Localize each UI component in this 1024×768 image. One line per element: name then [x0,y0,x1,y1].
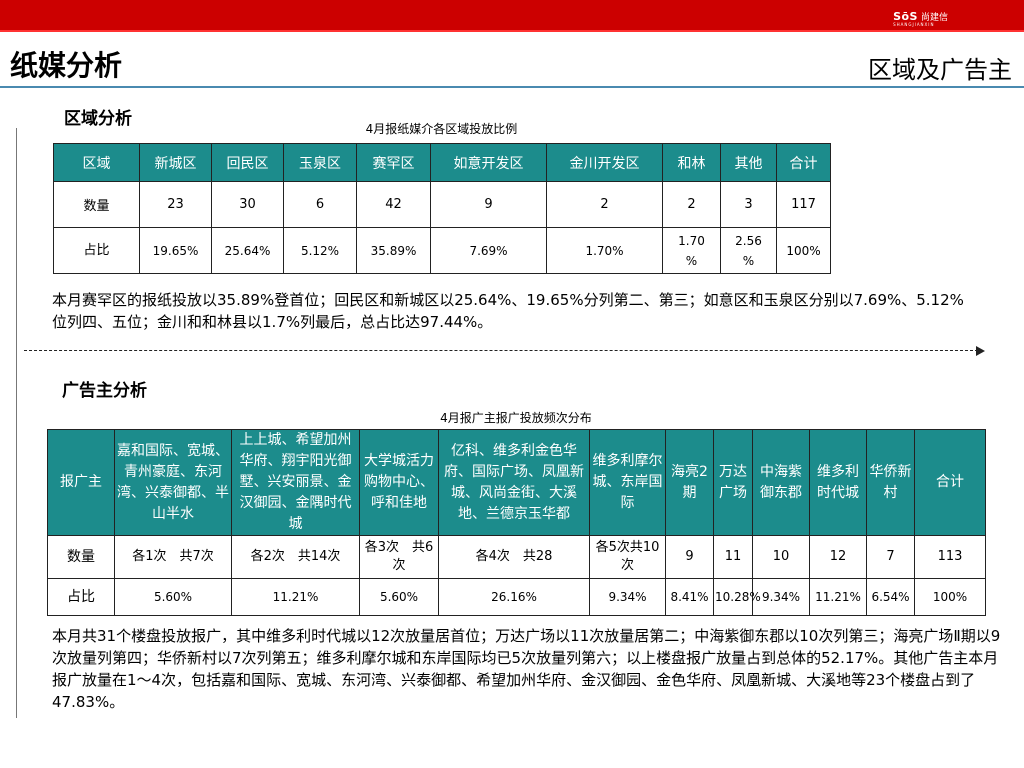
header-cell: 赛罕区 [356,143,431,182]
table-cell: 7 [866,535,915,579]
table-cell: 25.64% [211,227,284,274]
table-cell: 2.56 % [720,227,777,274]
table-cell: 9.34% [752,578,810,616]
region-heading: 区域分析 [64,109,132,129]
company-logo: SōS 尚建信 SHANGJIANXIN [893,8,948,28]
header-cell: 万达广场 [713,429,753,536]
table-cell: 数量 [53,181,140,228]
page-title: 纸媒分析 [10,49,123,82]
logo-subtext: SHANGJIANXIN [893,22,935,27]
region-table: 区域 新城区 回民区 玉泉区 赛罕区 如意开发区 金川开发区 和林 其他 合计 … [53,143,831,274]
header-cell: 合计 [776,143,831,182]
section-label: 区域及广告主 [868,56,1012,84]
table-cell: 各2次 共14次 [231,535,360,579]
table-cell: 各1次 共7次 [114,535,232,579]
table-cell: 9 [665,535,714,579]
header-cell: 其他 [720,143,777,182]
left-rule [16,128,17,718]
header-cell: 回民区 [211,143,284,182]
region-summary: 本月赛罕区的报纸投放以35.89%登首位；回民区和新城区以25.64%、19.6… [52,291,964,331]
table-cell: 占比 [47,578,115,616]
header-cell: 如意开发区 [430,143,547,182]
header-cell: 嘉和国际、宽城、青州豪庭、东河湾、兴泰御都、半山半水 [114,429,232,536]
header-cell: 中海紫御东郡 [752,429,810,536]
table-cell: 1.70 % [662,227,721,274]
header-cell: 维多利摩尔城、东岸国际 [589,429,666,536]
table-cell: 占比 [53,227,140,274]
table-cell: 7.69% [430,227,547,274]
advertiser-summary: 本月共31个楼盘投放报广，其中维多利时代城以12次放量居首位；万达广场以11次放… [52,627,1001,711]
table-cell: 5.12% [283,227,357,274]
table-cell: 2 [546,181,663,228]
table-cell: 1.70% [546,227,663,274]
header-cell: 合计 [914,429,986,536]
table-cell: 100% [776,227,831,274]
header-cell: 海亮2期 [665,429,714,536]
table-cell: 8.41% [665,578,714,616]
table-cell: 30 [211,181,284,228]
header-cell: 大学城活力购物中心、呼和佳地 [359,429,439,536]
table-cell: 117 [776,181,831,228]
header-cell: 新城区 [139,143,212,182]
table-cell: 10 [752,535,810,579]
table-cell: 100% [914,578,986,616]
table-cell: 9.34% [589,578,666,616]
table-row: 数量 23 30 6 42 9 2 2 3 117 [53,181,831,228]
header-cell: 金川开发区 [546,143,663,182]
table-cell: 42 [356,181,431,228]
table-cell: 各4次 共28 [438,535,590,579]
table-cell: 各5次共10次 [589,535,666,579]
header-cell: 报广主 [47,429,115,536]
table-cell: 数量 [47,535,115,579]
region-caption: 4月报纸媒介各区域投放比例 [365,122,518,136]
table-cell: 5.60% [359,578,439,616]
table-cell: 各3次 共6次 [359,535,439,579]
logo-mark: SōS [893,9,918,23]
logo-text: 尚建信 [920,12,948,23]
table-cell: 6.54% [866,578,915,616]
table-cell: 5.60% [114,578,232,616]
advertiser-header-row: 报广主 嘉和国际、宽城、青州豪庭、东河湾、兴泰御都、半山半水 上上城、希望加州华… [47,429,986,536]
header-cell: 亿科、维多利金色华府、国际广场、凤凰新城、风尚金街、大溪地、兰德京玉华都 [438,429,590,536]
table-row: 数量 各1次 共7次 各2次 共14次 各3次 共6次 各4次 共28 各5次共… [47,535,986,579]
header-cell: 上上城、希望加州华府、翔宇阳光御墅、兴安丽景、金汉御园、金隅时代城 [231,429,360,536]
table-cell: 26.16% [438,578,590,616]
header-cell: 玉泉区 [283,143,357,182]
table-cell: 11 [713,535,753,579]
table-row: 占比 19.65% 25.64% 5.12% 35.89% 7.69% 1.70… [53,227,831,274]
advertiser-table: 报广主 嘉和国际、宽城、青州豪庭、东河湾、兴泰御都、半山半水 上上城、希望加州华… [47,429,986,616]
header-cell: 和林 [662,143,721,182]
table-cell: 23 [139,181,212,228]
divider-arrowhead [976,346,985,356]
table-cell: 35.89% [356,227,431,274]
table-cell: 9 [430,181,547,228]
banner-underline [0,30,1024,32]
table-cell: 11.21% [231,578,360,616]
advertiser-caption: 4月报广主报广投放频次分布 [440,411,592,425]
title-rule [0,86,1024,88]
advertiser-heading: 广告主分析 [62,381,147,401]
table-cell: 19.65% [139,227,212,274]
region-header-row: 区域 新城区 回民区 玉泉区 赛罕区 如意开发区 金川开发区 和林 其他 合计 [53,143,831,182]
header-cell: 华侨新村 [866,429,915,536]
table-cell: 3 [720,181,777,228]
header-cell: 区域 [53,143,140,182]
table-cell: 6 [283,181,357,228]
top-banner: SōS 尚建信 SHANGJIANXIN [0,0,1024,32]
table-cell: 2 [662,181,721,228]
table-cell: 11.21% [809,578,867,616]
table-cell: 10.28% [713,578,761,616]
table-cell: 113 [914,535,986,579]
table-cell: 12 [809,535,867,579]
header-cell: 维多利时代城 [809,429,867,536]
table-row: 占比 5.60% 11.21% 5.60% 26.16% 9.34% 8.41%… [47,578,986,616]
section-divider [24,350,978,351]
